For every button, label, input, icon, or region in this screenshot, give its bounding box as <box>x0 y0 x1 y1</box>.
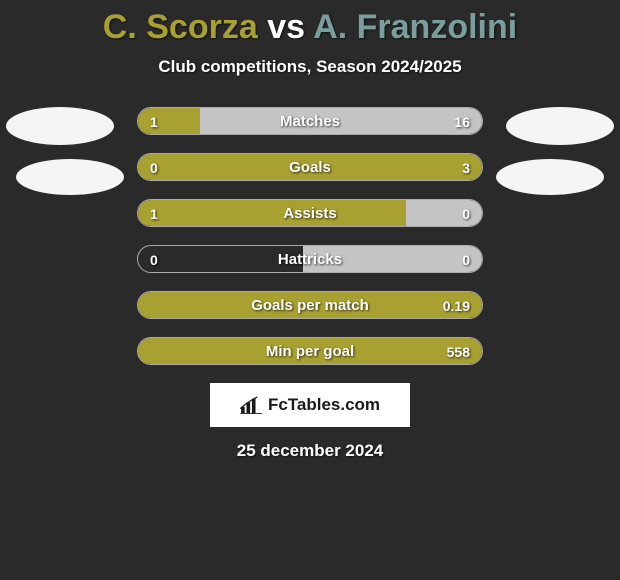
stat-row: 1Assists0 <box>137 199 483 227</box>
vs-text: vs <box>258 8 313 46</box>
player2-name: A. Franzolini <box>313 8 517 46</box>
stat-row: Min per goal558 <box>137 337 483 365</box>
watermark-text: FcTables.com <box>268 395 380 415</box>
stat-label: Goals <box>138 154 482 180</box>
stat-label: Assists <box>138 200 482 226</box>
stat-row: 0Hattricks0 <box>137 245 483 273</box>
bar-chart-icon <box>240 396 262 414</box>
stat-value-right: 16 <box>454 108 470 134</box>
stat-value-right: 3 <box>462 154 470 180</box>
stat-label: Goals per match <box>138 292 482 318</box>
stat-value-right: 0 <box>462 246 470 272</box>
stat-row: 1Matches16 <box>137 107 483 135</box>
stat-value-right: 0.19 <box>443 292 470 318</box>
page-title: C. Scorza vs A. Franzolini <box>0 0 620 47</box>
watermark-badge: FcTables.com <box>210 383 410 427</box>
stat-label: Min per goal <box>138 338 482 364</box>
stat-row: Goals per match0.19 <box>137 291 483 319</box>
stat-value-right: 0 <box>462 200 470 226</box>
stat-row: 0Goals3 <box>137 153 483 181</box>
stat-label: Hattricks <box>138 246 482 272</box>
player2-club-placeholder <box>496 159 604 195</box>
stat-label: Matches <box>138 108 482 134</box>
date-line: 25 december 2024 <box>0 441 620 461</box>
player2-avatar-placeholder <box>506 107 614 145</box>
player1-club-placeholder <box>16 159 124 195</box>
player1-avatar-placeholder <box>6 107 114 145</box>
compare-area: 1Matches160Goals31Assists00Hattricks0Goa… <box>0 107 620 365</box>
stat-value-right: 558 <box>447 338 470 364</box>
stat-bars: 1Matches160Goals31Assists00Hattricks0Goa… <box>137 107 483 365</box>
player1-name: C. Scorza <box>103 8 258 46</box>
subtitle: Club competitions, Season 2024/2025 <box>0 57 620 77</box>
